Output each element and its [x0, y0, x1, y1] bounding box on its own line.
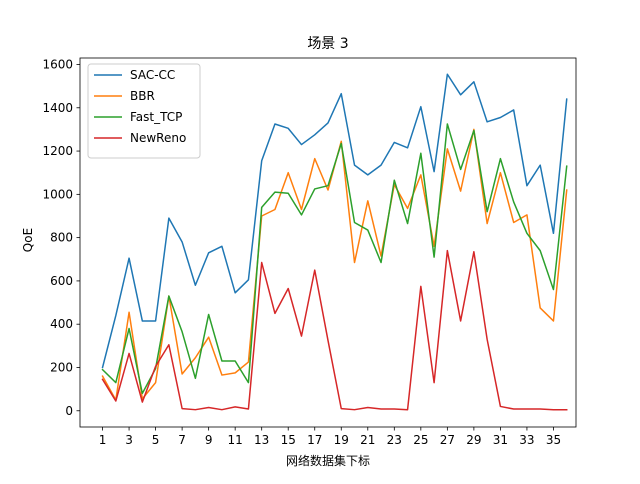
x-tick-label: 21 [360, 433, 375, 447]
x-tick-label: 35 [546, 433, 561, 447]
legend-box [87, 63, 201, 159]
plot-frame [79, 57, 577, 428]
x-tick-label: 15 [281, 433, 296, 447]
x-tick-label: 1 [99, 433, 107, 447]
y-tick-label: 800 [50, 231, 73, 245]
legend-label: BBR [130, 89, 155, 103]
y-tick-label: 1000 [42, 187, 73, 201]
legend: SAC-CC BBR Fast_TCP NewReno [87, 63, 201, 159]
x-tick-label: 33 [519, 433, 534, 447]
y-tick-label: 200 [50, 360, 73, 374]
legend-label: SAC-CC [130, 68, 175, 82]
x-tick-label: 7 [178, 433, 186, 447]
chart-title: 场景 3 [307, 36, 348, 52]
series-line-sac-cc [101, 73, 568, 369]
series-line-fast-tcp [101, 123, 568, 395]
x-tick-label: 29 [466, 433, 481, 447]
x-tick-label: 19 [334, 433, 349, 447]
y-tick-label: 600 [50, 274, 73, 288]
x-tick-label: 11 [228, 433, 243, 447]
x-tick-label: 9 [205, 433, 213, 447]
series-line-newreno [101, 249, 568, 411]
y-tick-label: 400 [50, 317, 73, 331]
x-tick-label: 5 [152, 433, 160, 447]
x-tick-label: 23 [387, 433, 402, 447]
y-axis-label: QoE [21, 228, 35, 252]
x-tick-label: 3 [125, 433, 133, 447]
y-tick-label: 0 [65, 404, 73, 418]
y-tick-label: 1200 [42, 144, 73, 158]
x-tick-label: 17 [307, 433, 322, 447]
x-tick-label: 31 [493, 433, 508, 447]
x-tick-label: 25 [413, 433, 428, 447]
legend-label: NewReno [130, 131, 186, 145]
plot-area: 1 3 5 7 9 11 13 15 17 19 21 23 25 27 29 31 33 35020040060… [42, 57, 577, 447]
y-tick-label: 1600 [42, 57, 73, 71]
x-tick-label: 13 [254, 433, 269, 447]
legend-label: Fast_TCP [130, 110, 182, 124]
y-tick-label: 1400 [42, 101, 73, 115]
x-tick-label: 27 [440, 433, 455, 447]
x-axis-label: 网络数据集下标 [286, 453, 370, 468]
